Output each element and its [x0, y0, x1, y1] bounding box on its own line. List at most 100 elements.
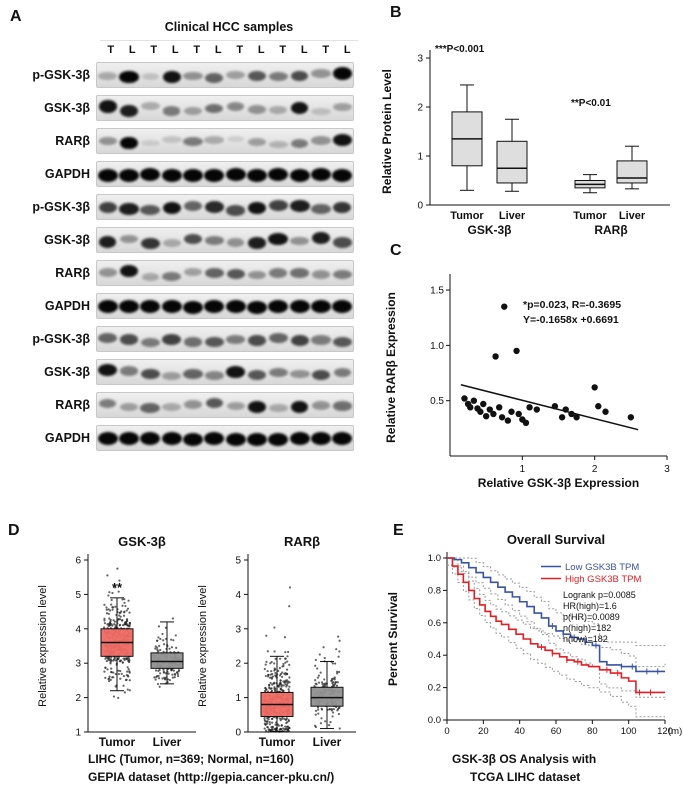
- jitter-dot: [107, 608, 110, 611]
- category-label: Tumor: [259, 735, 296, 749]
- jitter-dot: [335, 684, 339, 687]
- blot-strip: [96, 392, 354, 418]
- blot-band: [311, 401, 331, 410]
- jitter-dot: [128, 611, 131, 614]
- jitter-dot: [114, 605, 117, 608]
- jitter-dot: [127, 675, 130, 678]
- blot-band: [119, 70, 139, 84]
- jitter-dot: [285, 672, 289, 676]
- jitter-dot: [168, 647, 171, 650]
- jitter-dot: [288, 586, 292, 589]
- scatter-point: [480, 400, 487, 408]
- blot-band: [268, 367, 288, 377]
- jitter-dot: [266, 726, 269, 729]
- jitter-dot: [154, 678, 157, 681]
- blot-band: [333, 367, 352, 377]
- blot-band: [269, 105, 288, 114]
- jitter-dot: [113, 586, 116, 589]
- jitter-dot: [281, 727, 285, 730]
- jitter-dot: [337, 635, 340, 638]
- jitter-dot: [314, 709, 318, 712]
- blot-band: [183, 432, 203, 446]
- jitter-dot: [127, 659, 130, 662]
- jitter-dot: [264, 723, 267, 726]
- blot-band: [332, 168, 353, 182]
- jitter-dot: [124, 604, 127, 608]
- jitter-dot: [124, 622, 127, 626]
- jitter-dot: [164, 672, 167, 675]
- ci-upper: [447, 557, 666, 668]
- jitter-dot: [265, 634, 268, 637]
- jitter-dot: [172, 669, 175, 672]
- jitter-dot: [118, 624, 121, 627]
- blot-row: GSK-3β: [8, 359, 354, 385]
- jitter-dot: [117, 657, 120, 660]
- blot-band: [311, 136, 331, 145]
- jitter-dot: [171, 673, 174, 676]
- jitter-dot: [156, 682, 160, 686]
- jitter-dot: [317, 708, 320, 711]
- jitter-dot: [336, 670, 339, 673]
- jitter-dot: [109, 670, 113, 674]
- scatter-point: [508, 408, 515, 415]
- blot-band: [247, 432, 267, 446]
- blot-strip: [96, 161, 354, 187]
- jitter-dot: [105, 612, 109, 615]
- jitter-dot: [162, 639, 165, 642]
- jitter-dot: [118, 579, 121, 582]
- scatter-point: [477, 408, 484, 415]
- jitter-dot: [284, 661, 287, 664]
- jitter-dot: [333, 676, 336, 679]
- jitter-dot: [154, 645, 157, 648]
- blot-band: [268, 403, 289, 412]
- jitter-dot: [273, 681, 276, 684]
- x-axis-label: Relative GSK-3β Expression: [478, 476, 639, 490]
- scatter-point: [467, 404, 474, 411]
- jitter-dot: [329, 721, 332, 724]
- jitter-dot: [105, 608, 108, 611]
- jitter-dot: [283, 681, 286, 684]
- jitter-dot: [126, 688, 129, 691]
- blot-band: [291, 70, 309, 82]
- jitter-dot: [109, 678, 112, 681]
- blot-band: [184, 400, 202, 409]
- jitter-dot: [267, 673, 270, 676]
- jitter-dot: [156, 639, 159, 642]
- jitter-dot: [280, 684, 284, 687]
- lane-label: L: [300, 44, 308, 56]
- blot-band: [205, 103, 224, 114]
- jitter-dot: [111, 608, 114, 611]
- blot-band: [120, 104, 138, 117]
- blot-band: [268, 168, 289, 182]
- jitter-dot: [106, 668, 109, 671]
- box: [150, 652, 184, 669]
- jitter-dot: [314, 713, 317, 716]
- x-tick-label: 3: [664, 464, 670, 475]
- jitter-dot: [281, 675, 284, 678]
- jitter-dot: [127, 668, 130, 671]
- jitter-dot: [317, 681, 321, 684]
- title-underline: [100, 40, 358, 41]
- y-tick-label: 1.0: [428, 553, 441, 564]
- scatter-point: [558, 414, 566, 421]
- blot-band: [98, 268, 117, 277]
- jitter-dot: [104, 657, 107, 660]
- jitter-dot: [121, 624, 125, 627]
- blot-band: [225, 299, 246, 313]
- jitter-dot: [327, 723, 331, 727]
- jitter-dot: [285, 717, 288, 720]
- jitter-dot: [268, 683, 271, 687]
- jitter-dot: [159, 637, 162, 641]
- x-tick-label: 0: [444, 726, 449, 737]
- blot-band: [162, 272, 181, 282]
- lane-label: T: [107, 44, 115, 56]
- blot-band: [226, 401, 245, 410]
- jitter-dot: [281, 671, 284, 674]
- jitter-dot: [118, 614, 121, 617]
- blot-band: [247, 300, 267, 314]
- blot-band: [247, 401, 267, 414]
- jitter-dot: [119, 669, 122, 673]
- blot-band: [268, 300, 289, 314]
- jitter-dot: [107, 622, 110, 626]
- jitter-dot: [103, 622, 107, 625]
